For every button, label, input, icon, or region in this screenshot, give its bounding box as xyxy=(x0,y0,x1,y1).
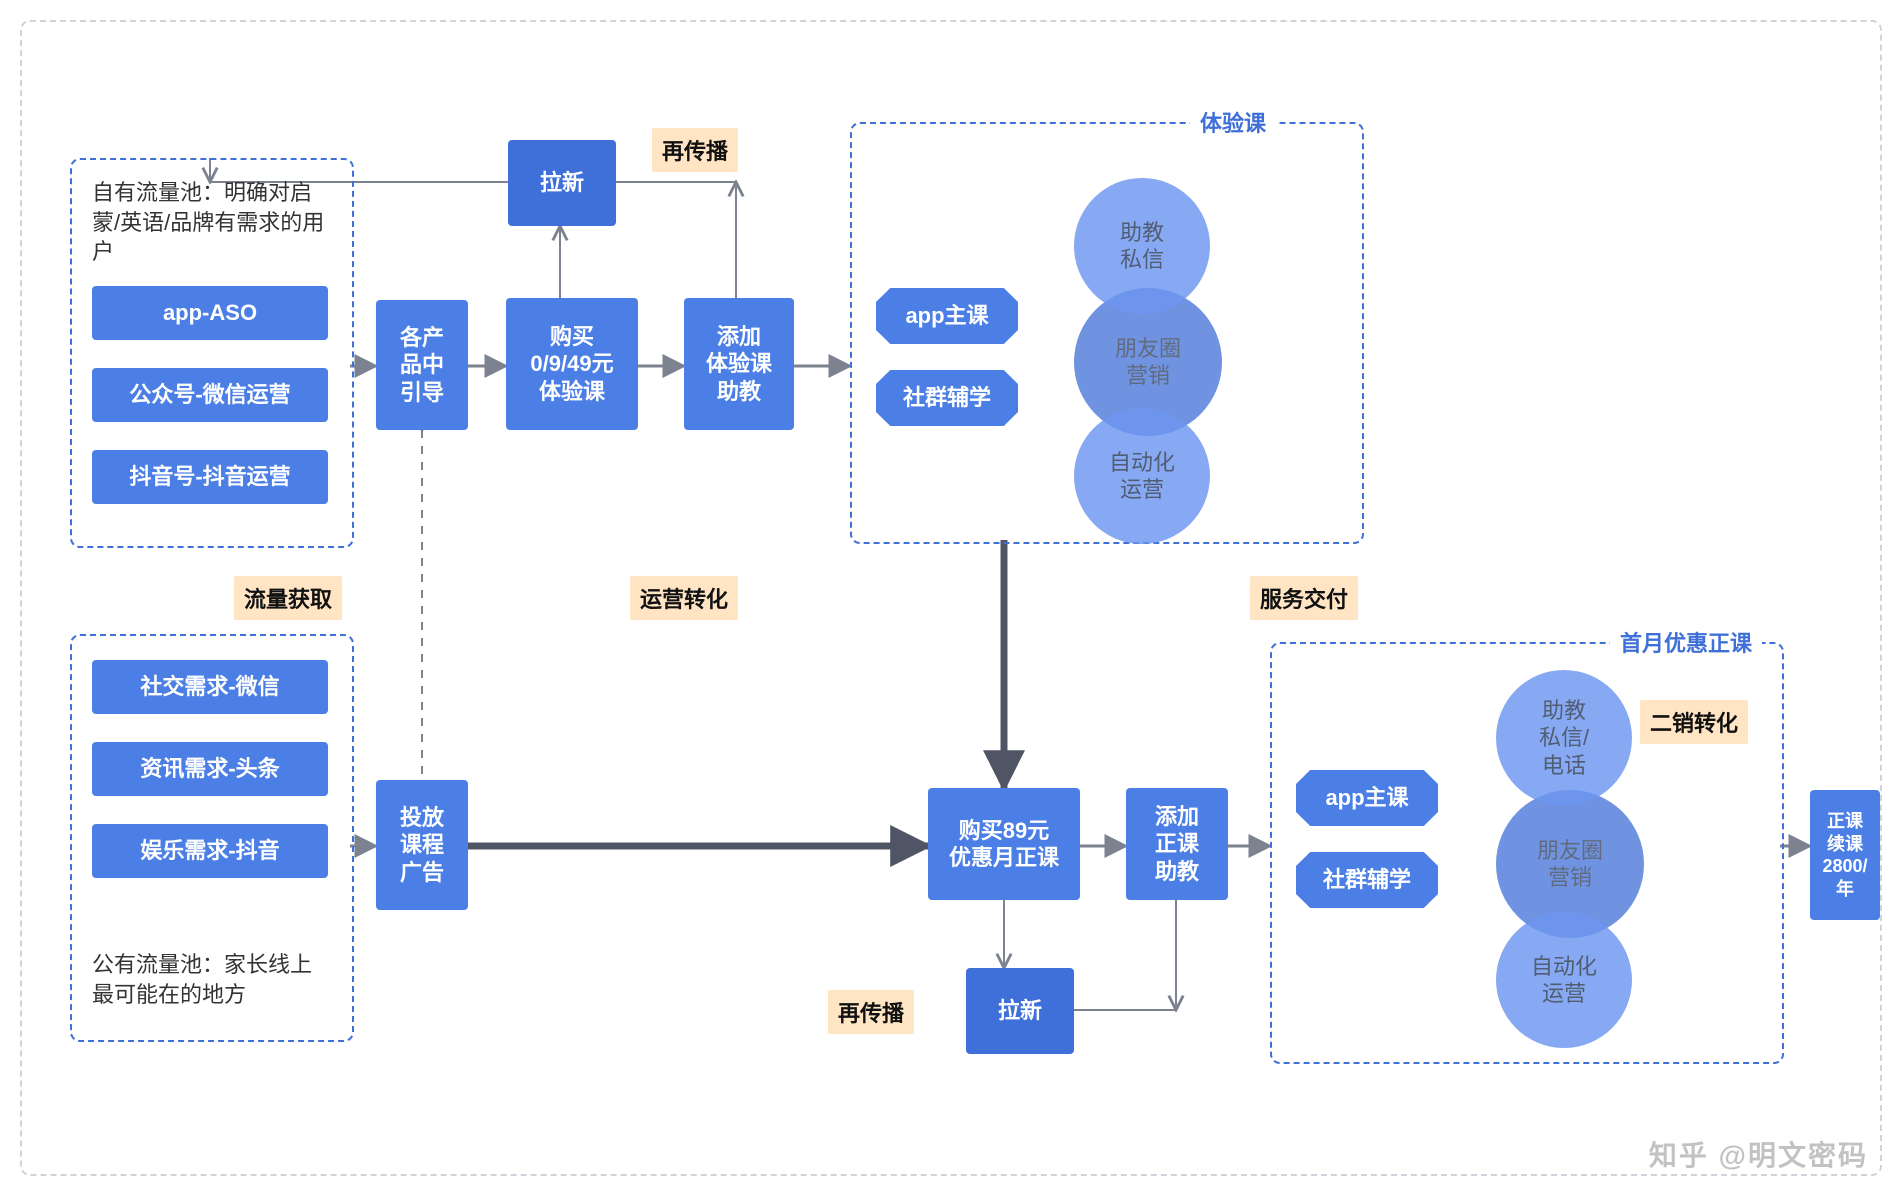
n-wechat: 公众号-微信运营 xyxy=(92,368,328,422)
n-add-ta: 添加 体验课 助教 xyxy=(684,298,794,430)
n-ent: 娱乐需求-抖音 xyxy=(92,824,328,878)
c-au2: 自动化 运营 xyxy=(1496,912,1632,1048)
n-laxin1: 拉新 xyxy=(508,140,616,226)
diagram-canvas: 体验课首月优惠正课 自有流量池：明确对启蒙/英语/品牌有需求的用户公有流量池：家长… xyxy=(0,0,1898,1192)
n-renew: 正课 续课 2800/年 xyxy=(1810,790,1880,920)
l-spread2: 再传播 xyxy=(828,990,914,1034)
l-traffic: 流量获取 xyxy=(234,576,342,620)
n-buy-89: 购买89元 优惠月正课 xyxy=(928,788,1080,900)
n-add-ta2: 添加 正课 助教 xyxy=(1126,788,1228,900)
c-au1: 自动化 运营 xyxy=(1074,408,1210,544)
n-first-main: app主课 xyxy=(1296,770,1438,826)
l-ops: 运营转化 xyxy=(630,576,738,620)
n-first-grp: 社群辅学 xyxy=(1296,852,1438,908)
n-news: 资讯需求-头条 xyxy=(92,742,328,796)
n-laxin2: 拉新 xyxy=(966,968,1074,1054)
n-douyin: 抖音号-抖音运营 xyxy=(92,450,328,504)
l-service: 服务交付 xyxy=(1250,576,1358,620)
l-resell: 二销转化 xyxy=(1640,700,1748,744)
n-social: 社交需求-微信 xyxy=(92,660,328,714)
n-buy-trial: 购买 0/9/49元 体验课 xyxy=(506,298,638,430)
n-app-aso: app-ASO xyxy=(92,286,328,340)
c-pm1: 助教 私信 xyxy=(1074,178,1210,314)
watermark: 知乎 @明文密码 xyxy=(1649,1134,1868,1174)
n-guide: 各产 品中 引导 xyxy=(376,300,468,430)
t-paid-desc: 公有流量池：家长线上最可能在的地方 xyxy=(92,950,332,1009)
group-title: 首月优惠正课 xyxy=(1610,626,1762,658)
n-trial-grp: 社群辅学 xyxy=(876,370,1018,426)
group-title: 体验课 xyxy=(1190,106,1276,138)
l-spread1: 再传播 xyxy=(652,128,738,172)
c-pm2: 助教 私信/ 电话 xyxy=(1496,670,1632,806)
t-owned-desc: 自有流量池：明确对启蒙/英语/品牌有需求的用户 xyxy=(92,178,332,267)
n-trial-main: app主课 xyxy=(876,288,1018,344)
n-ad: 投放 课程 广告 xyxy=(376,780,468,910)
